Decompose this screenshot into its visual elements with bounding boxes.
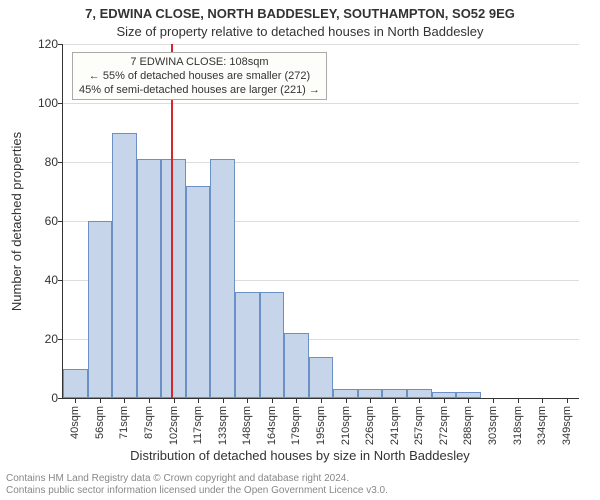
y-tick-label: 40	[24, 274, 58, 286]
histogram-bar	[260, 292, 285, 398]
y-tick-label: 0	[24, 392, 58, 404]
chart-title: 7, EDWINA CLOSE, NORTH BADDESLEY, SOUTHA…	[0, 6, 600, 21]
x-tick-label: 164sqm	[266, 406, 278, 445]
chart-container: 7, EDWINA CLOSE, NORTH BADDESLEY, SOUTHA…	[0, 0, 600, 500]
x-tick-mark	[493, 398, 494, 403]
y-tick-label: 60	[24, 215, 58, 227]
x-tick-mark	[124, 398, 125, 403]
footer-line-1: Contains HM Land Registry data © Crown c…	[6, 473, 388, 485]
x-tick-mark	[272, 398, 273, 403]
x-tick-label: 195sqm	[315, 406, 327, 445]
histogram-bar	[161, 159, 186, 398]
x-tick-label: 87sqm	[143, 406, 155, 439]
histogram-bar	[309, 357, 334, 398]
x-tick-label: 226sqm	[364, 406, 376, 445]
histogram-bar	[88, 221, 113, 398]
gridline	[63, 44, 579, 45]
y-tick-mark	[58, 221, 63, 222]
histogram-bar	[63, 369, 88, 399]
annotation-line: 45% of semi-detached houses are larger (…	[79, 83, 320, 97]
footer-line-2: Contains public sector information licen…	[6, 485, 388, 497]
x-tick-label: 179sqm	[290, 406, 302, 445]
x-tick-label: 210sqm	[340, 406, 352, 445]
y-tick-mark	[58, 339, 63, 340]
y-tick-mark	[58, 103, 63, 104]
x-tick-mark	[321, 398, 322, 403]
x-tick-mark	[518, 398, 519, 403]
x-tick-label: 349sqm	[561, 406, 573, 445]
histogram-bar	[284, 333, 309, 398]
x-tick-mark	[296, 398, 297, 403]
histogram-bar	[235, 292, 260, 398]
x-tick-mark	[468, 398, 469, 403]
x-tick-mark	[149, 398, 150, 403]
y-tick-mark	[58, 398, 63, 399]
x-tick-mark	[247, 398, 248, 403]
histogram-bar	[407, 389, 432, 398]
y-tick-mark	[58, 280, 63, 281]
x-tick-label: 148sqm	[241, 406, 253, 445]
histogram-bar	[382, 389, 407, 398]
footer-attribution: Contains HM Land Registry data © Crown c…	[6, 473, 388, 497]
y-tick-mark	[58, 44, 63, 45]
x-tick-label: 56sqm	[94, 406, 106, 439]
x-tick-label: 40sqm	[69, 406, 81, 439]
histogram-bar	[137, 159, 162, 398]
histogram-bar	[112, 133, 137, 399]
annotation-line: 7 EDWINA CLOSE: 108sqm	[79, 55, 320, 69]
histogram-bar	[358, 389, 383, 398]
y-tick-label: 20	[24, 333, 58, 345]
x-tick-mark	[419, 398, 420, 403]
x-tick-mark	[444, 398, 445, 403]
histogram-bar	[186, 186, 211, 398]
x-tick-label: 133sqm	[217, 406, 229, 445]
x-tick-label: 334sqm	[536, 406, 548, 445]
x-tick-label: 241sqm	[389, 406, 401, 445]
y-tick-label: 100	[24, 97, 58, 109]
x-tick-label: 272sqm	[438, 406, 450, 445]
chart-subtitle: Size of property relative to detached ho…	[0, 24, 600, 39]
x-tick-label: 117sqm	[192, 406, 204, 444]
x-tick-label: 102sqm	[168, 406, 180, 445]
y-axis-label: Number of detached properties	[10, 44, 24, 398]
x-tick-mark	[198, 398, 199, 403]
x-tick-label: 71sqm	[118, 406, 130, 439]
x-tick-mark	[75, 398, 76, 403]
x-axis-label: Distribution of detached houses by size …	[0, 448, 600, 463]
histogram-bar	[333, 389, 358, 398]
x-tick-label: 303sqm	[487, 406, 499, 445]
x-tick-mark	[223, 398, 224, 403]
y-tick-label: 80	[24, 156, 58, 168]
x-tick-label: 318sqm	[512, 406, 524, 445]
histogram-bar	[210, 159, 235, 398]
x-tick-mark	[100, 398, 101, 403]
y-tick-mark	[58, 162, 63, 163]
annotation-line: ← 55% of detached houses are smaller (27…	[79, 69, 320, 83]
gridline	[63, 103, 579, 104]
marker-annotation: 7 EDWINA CLOSE: 108sqm← 55% of detached …	[72, 52, 327, 100]
x-tick-mark	[346, 398, 347, 403]
y-tick-label: 120	[24, 38, 58, 50]
x-tick-mark	[567, 398, 568, 403]
x-tick-mark	[395, 398, 396, 403]
x-tick-mark	[174, 398, 175, 403]
x-tick-mark	[542, 398, 543, 403]
x-tick-label: 288sqm	[462, 406, 474, 445]
x-tick-mark	[370, 398, 371, 403]
x-tick-label: 257sqm	[413, 406, 425, 445]
